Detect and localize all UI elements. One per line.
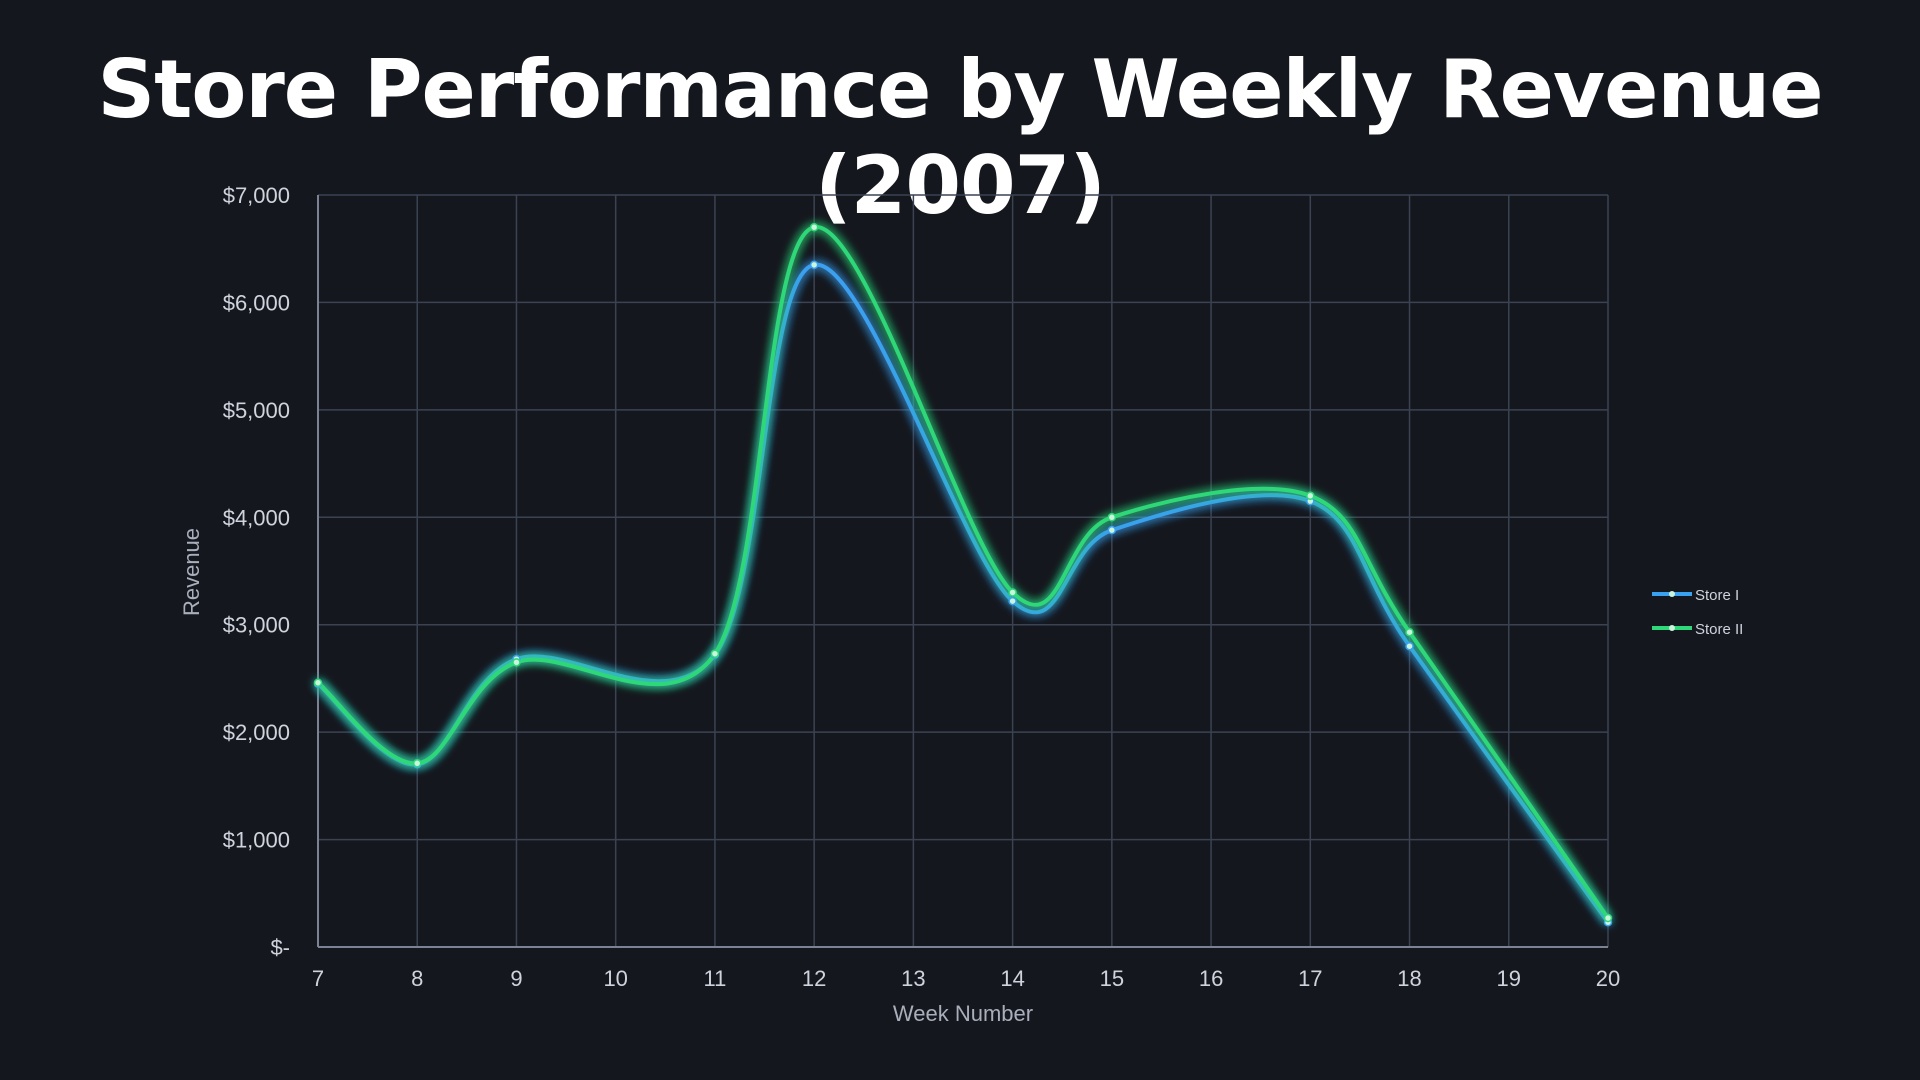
data-point: [809, 260, 819, 270]
points-layer: [313, 222, 1613, 927]
data-point: [412, 759, 422, 768]
data-point: [1405, 627, 1414, 637]
y-tick-label: $-: [270, 935, 290, 960]
data-point: [1306, 491, 1315, 501]
x-tick-label: 15: [1100, 966, 1124, 991]
x-tick-label: 8: [411, 966, 423, 991]
x-tick-label: 17: [1298, 966, 1322, 991]
x-tick-label: 11: [704, 966, 727, 991]
series-line-store-ii: [316, 225, 1610, 920]
x-tick-label: 7: [312, 966, 324, 991]
x-tick-label: 9: [510, 966, 522, 991]
legend-label: Store II: [1695, 621, 1743, 638]
x-tick-label: 16: [1199, 966, 1223, 991]
y-tick-label: $3,000: [223, 613, 290, 638]
data-point: [1107, 513, 1117, 522]
series-layer: [316, 225, 1610, 925]
x-tick-label: 18: [1397, 966, 1421, 991]
y-axis-label: Revenue: [179, 528, 204, 616]
chart-title: Store Performance by Weekly Revenue (200…: [97, 43, 1824, 232]
data-point: [1603, 913, 1613, 923]
data-point: [1107, 525, 1117, 535]
x-tick-label: 12: [802, 966, 826, 991]
x-tick-label: 20: [1596, 966, 1620, 991]
y-tick-label: $7,000: [223, 183, 290, 208]
data-point: [1405, 641, 1414, 651]
y-tick-label: $5,000: [223, 398, 290, 423]
legend-label: Store I: [1695, 587, 1739, 604]
series-line-store-i: [316, 262, 1610, 925]
data-point: [809, 222, 819, 232]
x-tick-label: 19: [1497, 966, 1521, 991]
data-point: [1008, 596, 1017, 606]
grid: [317, 194, 1609, 948]
data-point: [313, 678, 323, 687]
y-axis: $- $1,000 $2,000 $3,000 $4,000 $5,000 $6,000 $7…: [223, 183, 290, 960]
legend-marker: [1669, 591, 1675, 597]
data-point: [512, 658, 521, 667]
y-tick-label: $4,000: [223, 505, 290, 530]
data-point: [1008, 588, 1017, 597]
y-tick-label: $1,000: [223, 828, 290, 853]
legend-marker: [1669, 625, 1675, 631]
legend: Store I Store II: [1652, 587, 1743, 638]
data-point: [710, 649, 720, 658]
x-tick-label: 10: [603, 966, 627, 991]
y-tick-label: $2,000: [223, 720, 290, 745]
x-tick-label: 13: [901, 966, 925, 991]
x-tick-label: 14: [1000, 966, 1024, 991]
y-tick-label: $6,000: [223, 290, 290, 315]
x-axis-label: Week Number: [893, 1001, 1033, 1026]
x-axis: 7 8 9 10 11 12 13 14 15 16 17 18 19 20: [312, 966, 1620, 991]
